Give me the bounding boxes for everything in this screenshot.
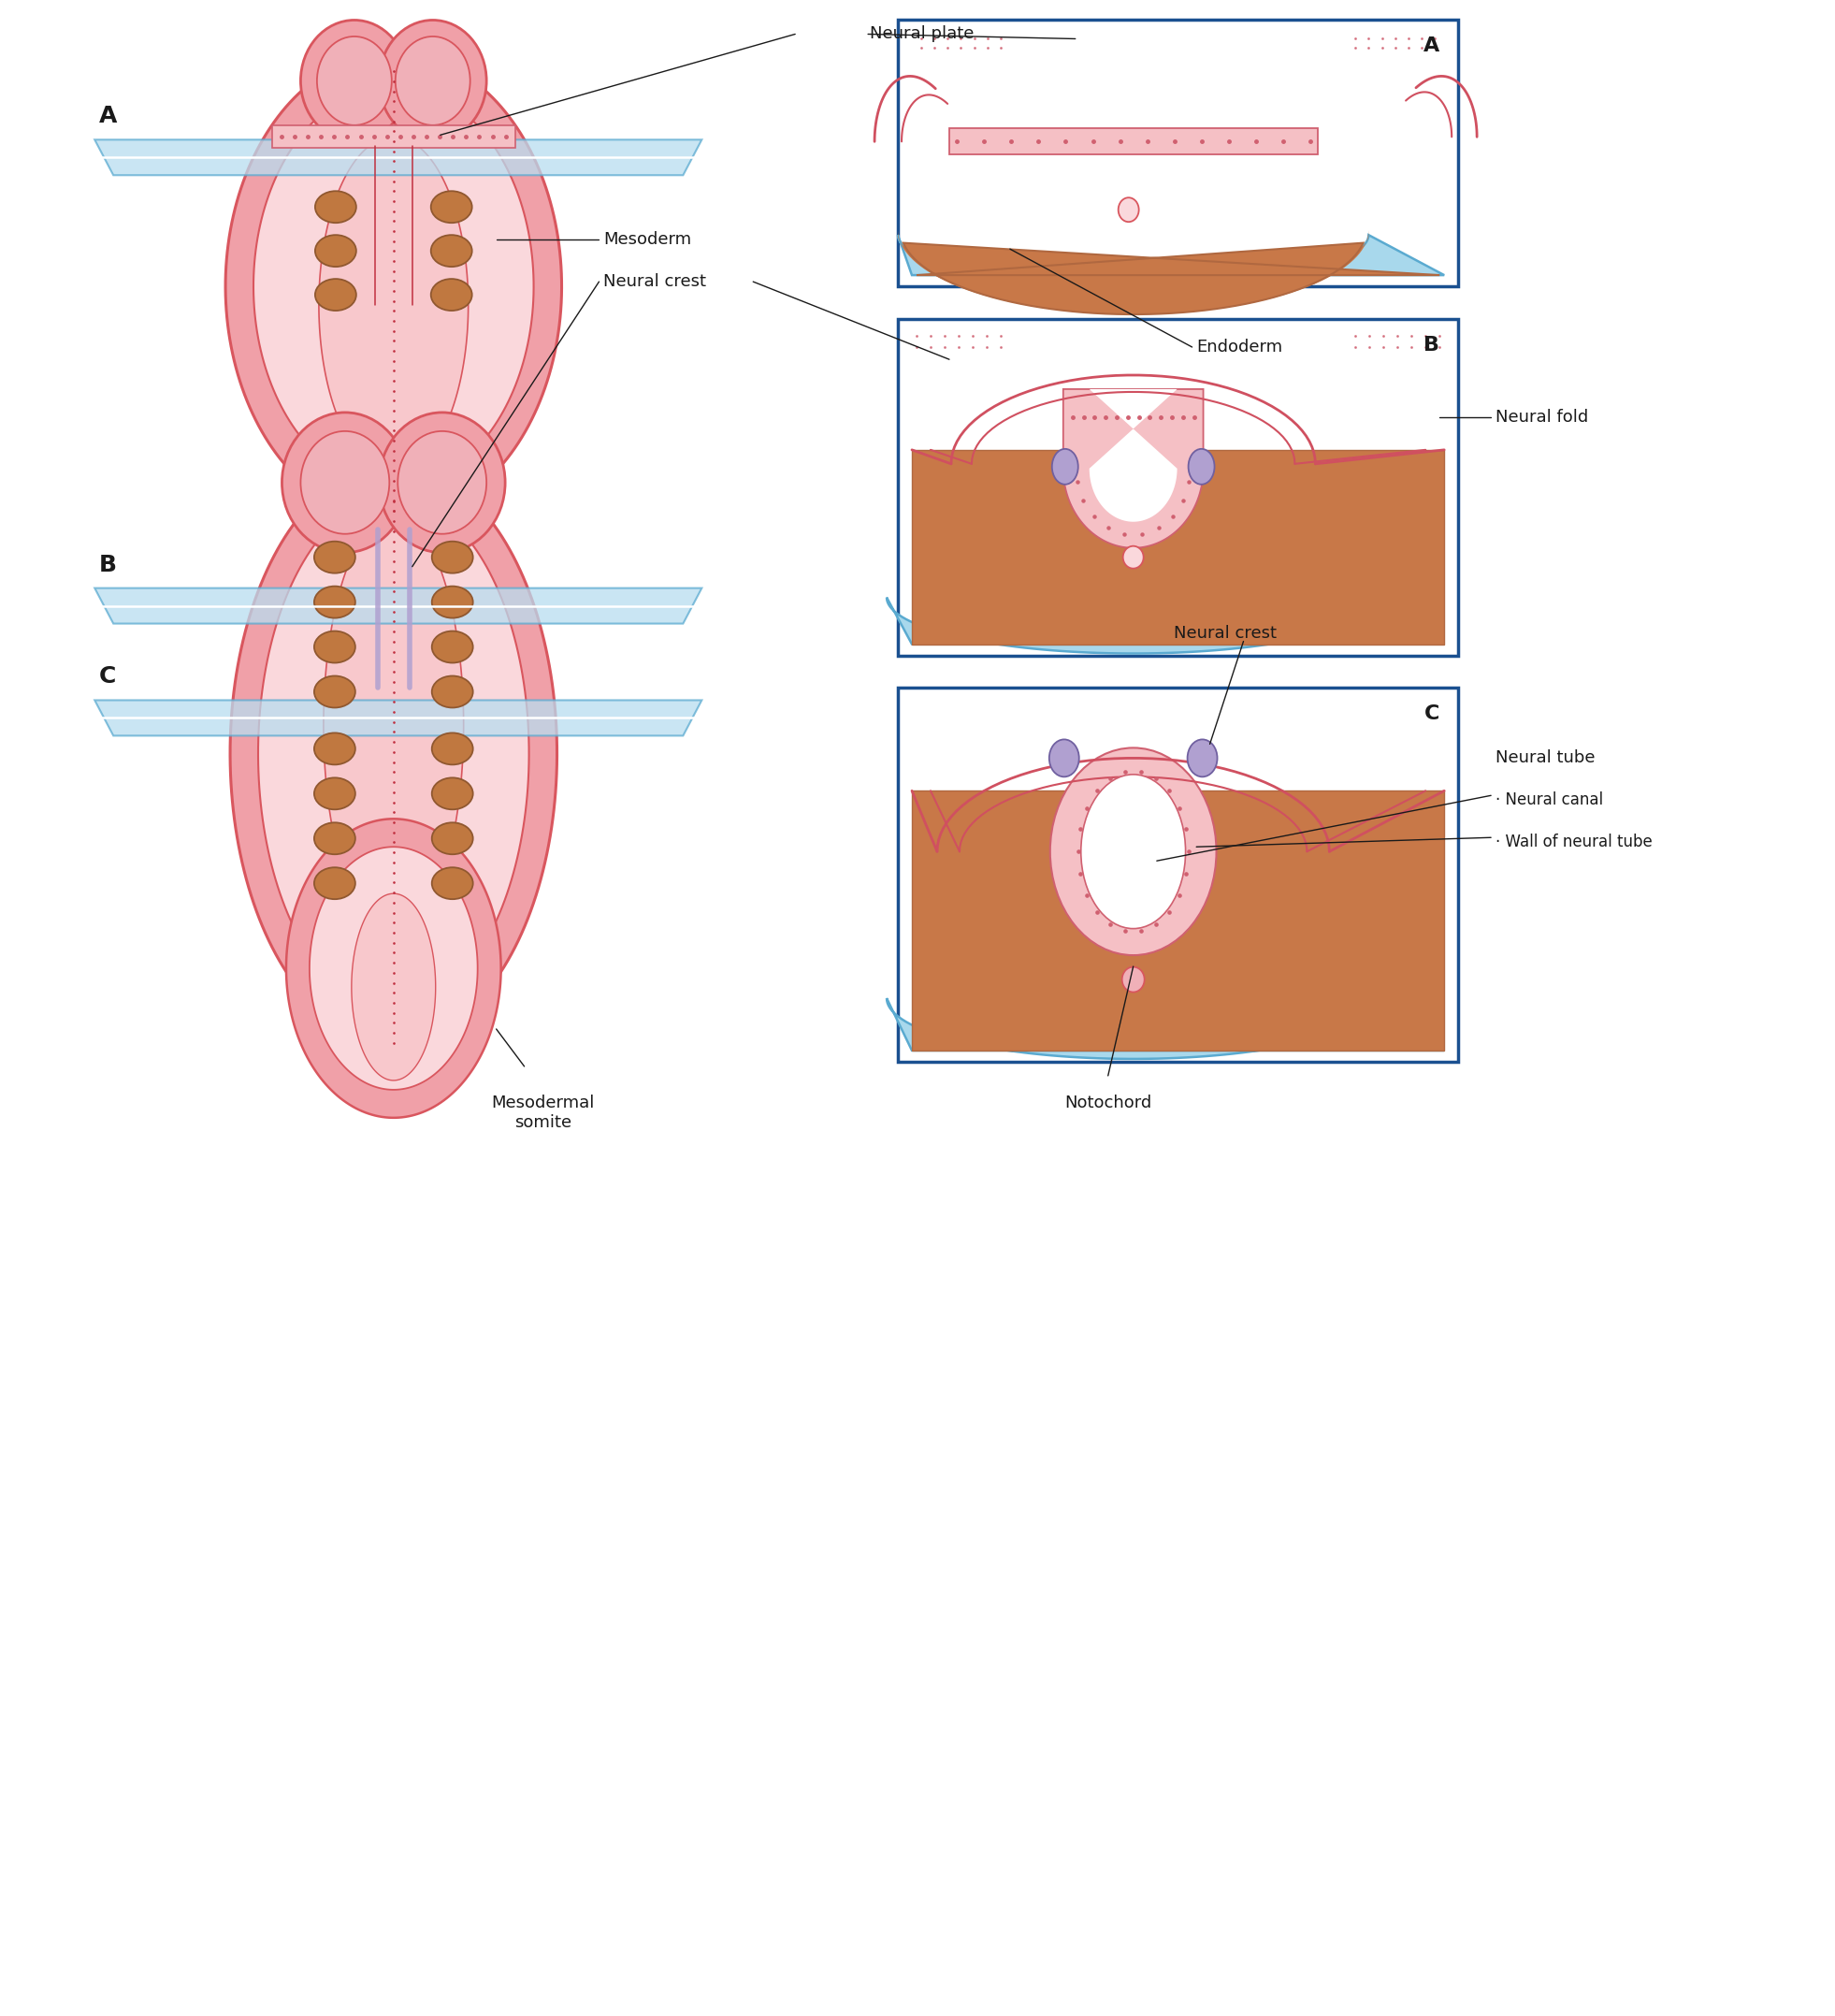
Ellipse shape [283,413,407,552]
Polygon shape [886,597,1444,653]
Ellipse shape [431,675,473,708]
Ellipse shape [1121,968,1145,992]
Ellipse shape [316,236,356,266]
Text: B: B [1424,337,1440,355]
Text: A: A [1424,36,1440,56]
Text: Mesodermal
somite: Mesodermal somite [492,1095,595,1131]
Text: Neural tube: Neural tube [1496,750,1595,766]
Text: · Neural canal: · Neural canal [1496,792,1604,808]
Ellipse shape [398,431,486,534]
Ellipse shape [1051,450,1079,484]
Ellipse shape [1189,450,1215,484]
Bar [897,20,1459,286]
Ellipse shape [314,778,356,810]
Polygon shape [286,818,501,1117]
Ellipse shape [431,236,472,266]
Polygon shape [259,496,528,1010]
Ellipse shape [431,778,473,810]
Polygon shape [903,242,1440,314]
Text: C: C [1424,706,1440,724]
Ellipse shape [314,542,356,573]
Ellipse shape [301,20,407,141]
Ellipse shape [1050,748,1217,956]
Polygon shape [912,790,1444,1050]
Ellipse shape [431,278,472,310]
Text: Neural crest: Neural crest [1173,625,1275,641]
Text: Neural fold: Neural fold [1496,409,1589,425]
Polygon shape [95,700,701,736]
Polygon shape [352,893,435,1081]
Bar [897,319,1459,655]
Polygon shape [253,85,534,488]
Polygon shape [1090,389,1176,522]
Polygon shape [319,137,468,474]
Text: Neural plate: Neural plate [870,26,974,42]
Polygon shape [272,125,516,147]
Polygon shape [310,847,477,1091]
Text: C: C [99,665,117,687]
Ellipse shape [431,734,473,764]
Text: A: A [99,105,117,127]
Polygon shape [95,589,701,623]
Ellipse shape [301,431,389,534]
Ellipse shape [316,192,356,224]
Text: Neural crest: Neural crest [604,274,706,290]
Polygon shape [226,52,562,520]
Ellipse shape [1187,740,1217,776]
Ellipse shape [1123,546,1143,569]
Ellipse shape [314,823,356,855]
Ellipse shape [395,36,470,125]
Ellipse shape [380,413,505,552]
Text: Mesoderm: Mesoderm [604,232,692,248]
Ellipse shape [314,631,356,663]
Polygon shape [949,129,1318,155]
Text: B: B [99,554,117,577]
Ellipse shape [1118,198,1140,222]
Ellipse shape [431,867,473,899]
Bar [897,687,1459,1062]
Ellipse shape [1081,774,1185,929]
Polygon shape [229,464,558,1042]
Ellipse shape [1050,740,1079,776]
Polygon shape [897,236,1444,286]
Text: Notochord: Notochord [1064,1095,1152,1111]
Polygon shape [912,450,1444,645]
Ellipse shape [431,542,473,573]
Polygon shape [1062,389,1204,548]
Polygon shape [897,230,1369,314]
Ellipse shape [431,631,473,663]
Ellipse shape [380,20,486,141]
Ellipse shape [431,192,472,224]
Ellipse shape [314,675,356,708]
Ellipse shape [431,587,473,619]
Polygon shape [323,516,464,935]
Ellipse shape [316,278,356,310]
Text: Endoderm: Endoderm [1196,339,1283,355]
Ellipse shape [431,823,473,855]
Ellipse shape [314,867,356,899]
Ellipse shape [314,734,356,764]
Ellipse shape [317,36,391,125]
Polygon shape [886,998,1444,1058]
Polygon shape [95,139,701,175]
Ellipse shape [314,587,356,619]
Text: · Wall of neural tube: · Wall of neural tube [1496,835,1653,851]
